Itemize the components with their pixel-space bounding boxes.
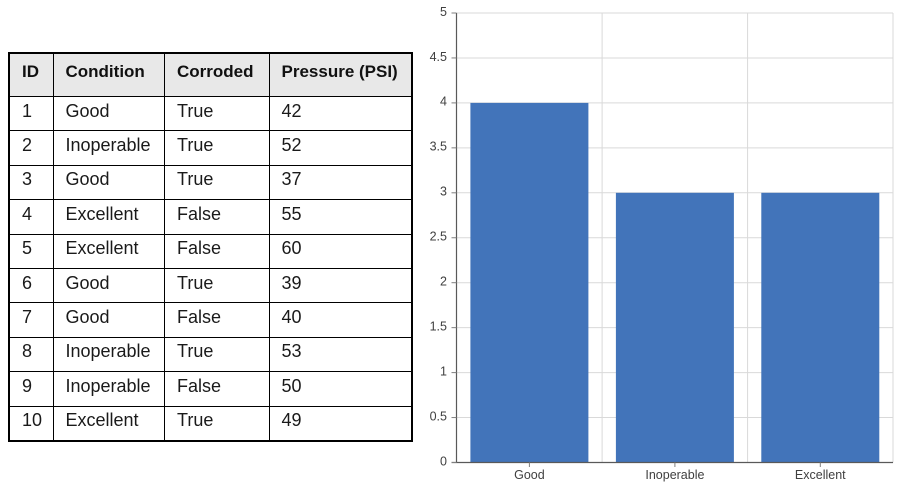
svg-text:Good: Good — [514, 468, 545, 482]
svg-text:5: 5 — [440, 5, 447, 19]
svg-text:0: 0 — [440, 454, 447, 468]
svg-text:1.5: 1.5 — [430, 320, 447, 334]
svg-text:3: 3 — [440, 185, 447, 199]
svg-text:Excellent: Excellent — [795, 468, 846, 482]
svg-text:0.5: 0.5 — [430, 409, 447, 423]
svg-text:1: 1 — [440, 364, 447, 378]
svg-text:2: 2 — [440, 275, 447, 289]
svg-text:3.5: 3.5 — [430, 140, 447, 154]
svg-text:2.5: 2.5 — [430, 230, 447, 244]
svg-text:Inoperable: Inoperable — [645, 468, 704, 482]
svg-text:4: 4 — [440, 95, 447, 109]
svg-text:4.5: 4.5 — [430, 50, 447, 64]
